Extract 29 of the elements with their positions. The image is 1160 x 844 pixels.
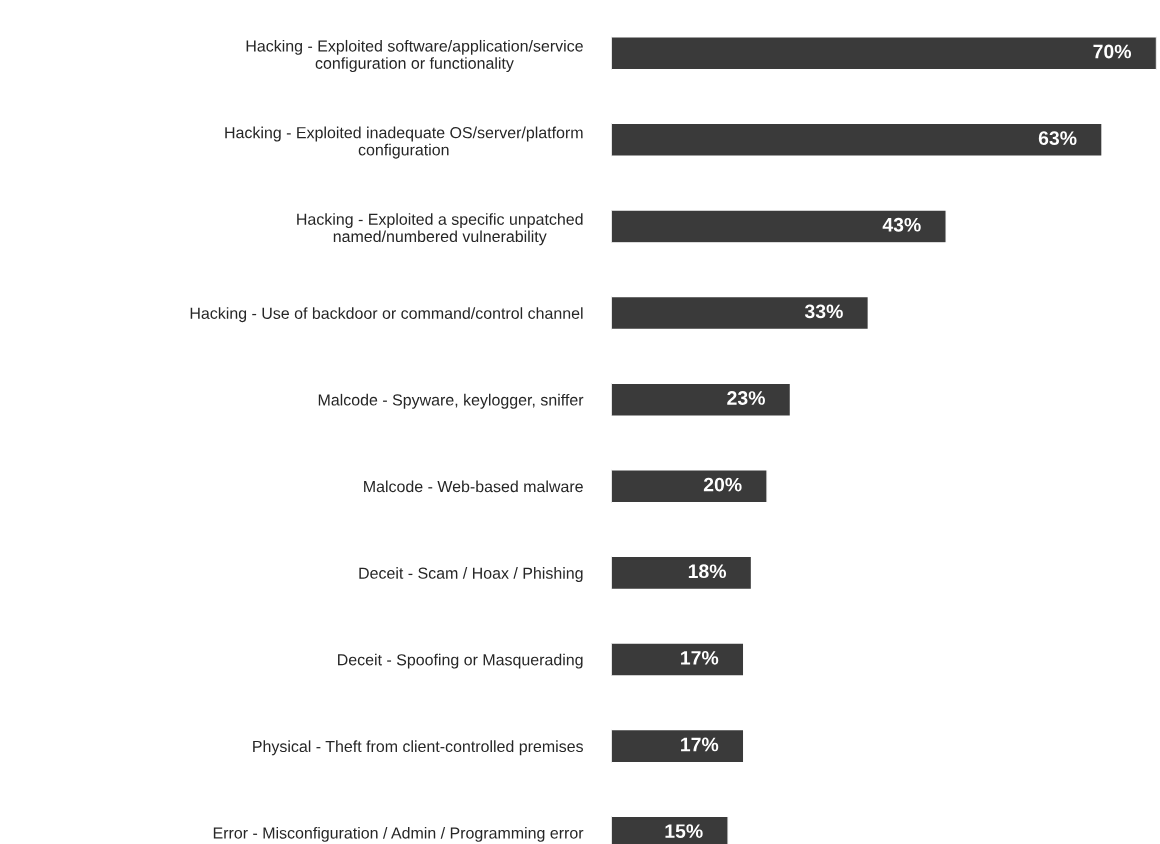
data-label: 18% [688,564,727,579]
data-label: 23% [727,391,765,405]
data-label: 63% [1038,131,1077,146]
data-label: 15% [665,824,703,838]
bar [611,382,792,417]
bar [611,209,947,244]
data-label: 17% [681,651,719,665]
y-tick-label: Deceit - Spoofing or Masquerading [338,653,583,669]
y-tick-label: Hacking - Exploited inadequate OS/server/platform configuration [225,126,583,159]
bar [611,36,1157,71]
y-tick-label: Malcode - Spyware, keylogger, sniffer [318,393,584,409]
bar [611,555,753,591]
y-tick-label: Hacking - Exploited a specific unpatched named/numbered vulnerability [297,213,583,246]
bar [611,728,745,764]
y-tick-label: Malcode - Web-based malware [364,480,583,493]
data-label: 17% [681,737,719,752]
bar [611,642,745,677]
y-tick-label: Hacking - Use of backdoor or command/control channel [190,307,583,323]
y-tick-label: Error - Misconfiguration / Admin / Programming error [213,826,584,842]
data-label: 33% [804,304,843,319]
y-tick-label: Hacking - Exploited software/application/service configuration or functionality [246,39,583,73]
bar [611,122,1103,157]
bar [611,469,768,504]
y-tick-label: Physical - Theft from client-controlled premises [253,740,583,756]
data-label: 70% [1093,44,1132,59]
data-label: 43% [882,217,921,232]
y-tick-label: Deceit - Scam / Hoax / Phishing [359,567,583,582]
bar [611,295,870,331]
data-label: 20% [703,477,742,492]
